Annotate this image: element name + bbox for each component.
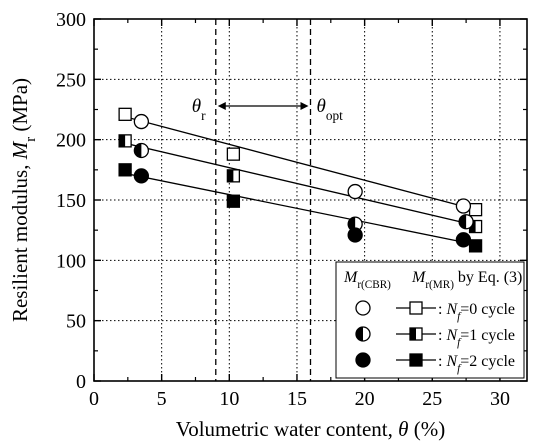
cbr-point-filled [133, 168, 150, 184]
cbr-point-half-fill [356, 327, 363, 341]
y-tick-label: 50 [66, 311, 86, 333]
arrow-head-right [300, 102, 309, 110]
reference-lines [215, 19, 312, 381]
cbr-point-open [455, 198, 472, 214]
x-tick-label: 30 [490, 388, 510, 410]
mr-point-filled [118, 163, 132, 177]
cbr-point-open [347, 183, 363, 200]
mr-point-filled [468, 239, 483, 253]
mr-point-half-fill [227, 169, 234, 182]
mr-point-open [409, 301, 423, 315]
vline-label: θopt [317, 96, 344, 123]
x-tick-label: 5 [157, 388, 167, 410]
legend-label: : Nf=0 cycle [438, 301, 515, 323]
mr-point-half-fill [469, 220, 476, 233]
cbr-point-filled [347, 227, 363, 243]
x-tick-label: 0 [89, 388, 99, 410]
cbr-point-open [355, 300, 371, 316]
y-axis-title: Resilient modulus, Mr (MPa) [8, 78, 39, 322]
y-tick-label: 300 [56, 9, 86, 31]
fit-line [124, 172, 476, 246]
y-tick-label: 200 [56, 130, 86, 152]
cbr-point-open [133, 113, 150, 130]
mr-point-open [226, 147, 241, 161]
cbr-point-filled [355, 352, 371, 368]
y-tick-label: 0 [76, 371, 86, 393]
vline-label: θr [192, 96, 206, 123]
y-tick-label: 100 [56, 250, 86, 272]
mr-point-open [118, 107, 132, 121]
mr-point-filled [226, 194, 241, 208]
annotations: θr θopt [192, 96, 343, 123]
x-tick-label: 10 [219, 388, 239, 410]
legend: Mr(CBR) Mr(MR) by Eq. (3) : Nf=0 cycle : Nf… [335, 261, 525, 379]
cbr-point-half-fill [134, 143, 142, 158]
mr-point-open [468, 203, 483, 217]
cbr-point-filled [455, 232, 472, 248]
y-tick-label: 250 [56, 69, 86, 91]
fit-lines [124, 116, 476, 246]
legend-label: : Nf=2 cycle [438, 353, 515, 375]
mr-point-half-fill [119, 134, 126, 147]
cbr-point-half-fill [459, 214, 467, 229]
legend-header-cbr: Mr(CBR) [343, 269, 391, 291]
x-tick-label: 15 [287, 388, 307, 410]
x-tick-label: 20 [355, 388, 375, 410]
legend-label: : Nf=1 cycle [438, 327, 515, 349]
x-tick-label: 25 [422, 388, 442, 410]
fit-line [124, 142, 476, 226]
y-tick-label: 150 [56, 190, 86, 212]
legend-header-mr: Mr(MR) by Eq. (3) [411, 269, 522, 291]
fit-line [124, 116, 476, 211]
mr-point-half-fill [410, 328, 416, 340]
x-axis-title: Volumetric water content, θ (%) [176, 417, 445, 441]
arrow-head-left [217, 102, 226, 110]
mr-point-filled [409, 353, 423, 367]
data-points [118, 107, 483, 253]
